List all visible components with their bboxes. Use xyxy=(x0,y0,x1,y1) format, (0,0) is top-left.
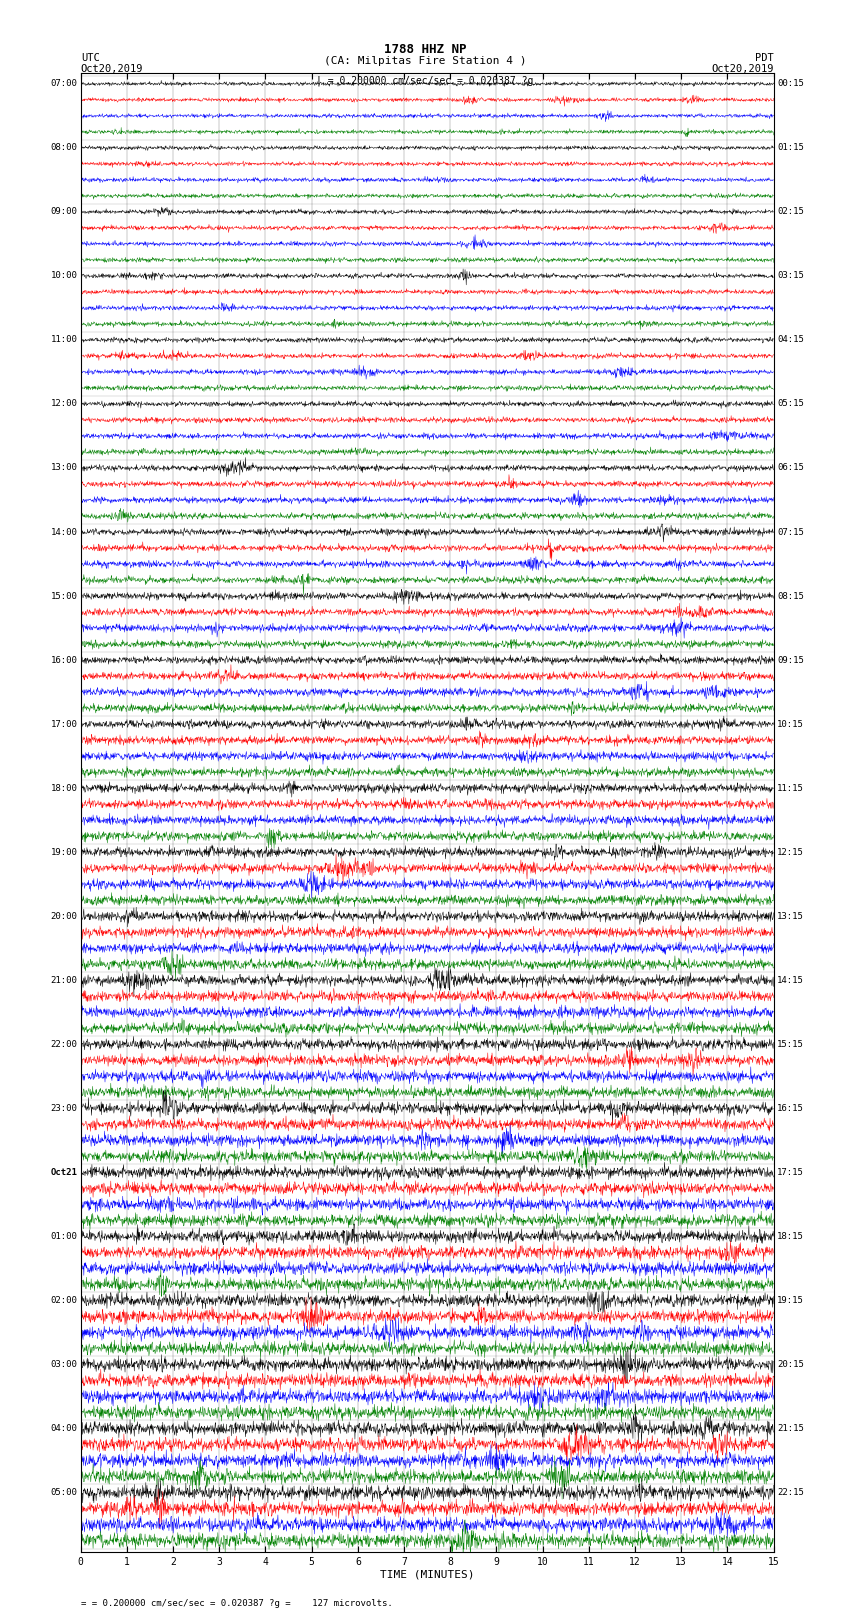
Text: 15:00: 15:00 xyxy=(50,592,77,600)
Text: 11:15: 11:15 xyxy=(777,784,804,792)
Text: 20:15: 20:15 xyxy=(777,1360,804,1369)
Text: 16:00: 16:00 xyxy=(50,655,77,665)
Text: 17:15: 17:15 xyxy=(777,1168,804,1177)
Text: 07:15: 07:15 xyxy=(777,527,804,537)
Text: 10:15: 10:15 xyxy=(777,719,804,729)
Text: 08:00: 08:00 xyxy=(50,144,77,152)
Text: 22:15: 22:15 xyxy=(777,1487,804,1497)
Text: 12:00: 12:00 xyxy=(50,400,77,408)
Text: 17:00: 17:00 xyxy=(50,719,77,729)
Text: 1788 HHZ NP: 1788 HHZ NP xyxy=(383,44,467,56)
Text: 13:00: 13:00 xyxy=(50,463,77,473)
Text: 03:15: 03:15 xyxy=(777,271,804,281)
Text: 02:15: 02:15 xyxy=(777,208,804,216)
Text: 19:15: 19:15 xyxy=(777,1295,804,1305)
Text: 01:15: 01:15 xyxy=(777,144,804,152)
Text: UTC: UTC xyxy=(81,53,99,63)
Text: 21:15: 21:15 xyxy=(777,1424,804,1432)
Text: 04:00: 04:00 xyxy=(50,1424,77,1432)
Text: 06:15: 06:15 xyxy=(777,463,804,473)
Text: 08:15: 08:15 xyxy=(777,592,804,600)
Text: PDT: PDT xyxy=(755,53,774,63)
Text: 18:00: 18:00 xyxy=(50,784,77,792)
Text: 11:00: 11:00 xyxy=(50,336,77,345)
Text: 07:00: 07:00 xyxy=(50,79,77,89)
Text: 09:00: 09:00 xyxy=(50,208,77,216)
X-axis label: TIME (MINUTES): TIME (MINUTES) xyxy=(380,1569,474,1579)
Text: 05:15: 05:15 xyxy=(777,400,804,408)
Text: 02:00: 02:00 xyxy=(50,1295,77,1305)
Text: | = 0.200000 cm/sec/sec = 0.020387 ?g: | = 0.200000 cm/sec/sec = 0.020387 ?g xyxy=(316,76,534,87)
Text: 16:15: 16:15 xyxy=(777,1103,804,1113)
Text: 22:00: 22:00 xyxy=(50,1040,77,1048)
Text: 13:15: 13:15 xyxy=(777,911,804,921)
Text: 19:00: 19:00 xyxy=(50,848,77,857)
Text: 20:00: 20:00 xyxy=(50,911,77,921)
Text: 15:15: 15:15 xyxy=(777,1040,804,1048)
Text: Oct21: Oct21 xyxy=(50,1168,77,1177)
Text: 12:15: 12:15 xyxy=(777,848,804,857)
Text: (CA: Milpitas Fire Station 4 ): (CA: Milpitas Fire Station 4 ) xyxy=(324,56,526,66)
Text: 03:00: 03:00 xyxy=(50,1360,77,1369)
Text: 21:00: 21:00 xyxy=(50,976,77,984)
Text: 18:15: 18:15 xyxy=(777,1232,804,1240)
Text: 09:15: 09:15 xyxy=(777,655,804,665)
Text: 05:00: 05:00 xyxy=(50,1487,77,1497)
Text: 23:00: 23:00 xyxy=(50,1103,77,1113)
Text: 01:00: 01:00 xyxy=(50,1232,77,1240)
Text: 04:15: 04:15 xyxy=(777,336,804,345)
Text: = = 0.200000 cm/sec/sec = 0.020387 ?g =    127 microvolts.: = = 0.200000 cm/sec/sec = 0.020387 ?g = … xyxy=(81,1598,393,1608)
Text: Oct20,2019: Oct20,2019 xyxy=(81,65,144,74)
Text: 14:15: 14:15 xyxy=(777,976,804,984)
Text: Oct20,2019: Oct20,2019 xyxy=(711,65,774,74)
Text: 14:00: 14:00 xyxy=(50,527,77,537)
Text: 00:15: 00:15 xyxy=(777,79,804,89)
Text: 10:00: 10:00 xyxy=(50,271,77,281)
